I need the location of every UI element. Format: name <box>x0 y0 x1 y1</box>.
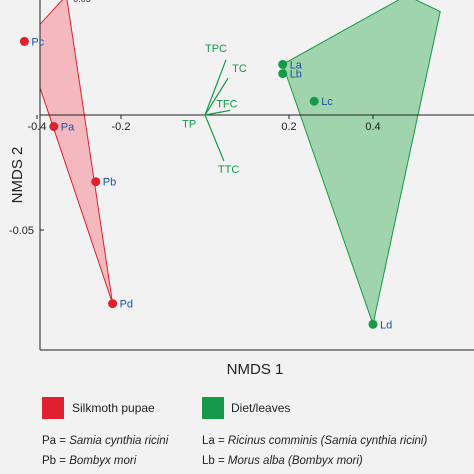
key-lb-code: Lb <box>202 455 215 467</box>
point-label-pb: Pb <box>103 177 116 189</box>
vector-label-tc: TC <box>232 63 247 75</box>
legend-label-pupae: Silkmoth pupae <box>72 401 155 415</box>
x-tick-label: -0.4 <box>28 121 47 133</box>
point-lc <box>309 96 319 106</box>
hull-layer <box>40 0 441 327</box>
point-pb <box>91 177 101 187</box>
point-label-ld: Ld <box>380 319 392 331</box>
key-pa-eq: = <box>56 435 70 447</box>
point-pa <box>49 122 59 131</box>
x-tick-label: 0.2 <box>281 121 296 133</box>
vector-layer: TPC TC TFC TTC TP <box>182 43 247 176</box>
key-lb-host: (Bombyx mori) <box>288 455 363 467</box>
y-tick-label: -0.05 <box>9 225 34 237</box>
x-axis-label: NMDS 1 <box>227 361 284 378</box>
vector-tc <box>204 77 229 116</box>
key-pb-code: Pb <box>42 455 57 467</box>
key-la-code: La <box>202 435 215 447</box>
y-axis-label: NMDS 2 <box>9 147 26 204</box>
key-pb: Pb = Bombyx mori <box>42 455 136 467</box>
key-pa-name: Samia cynthia ricini <box>69 435 169 447</box>
point-la <box>278 59 288 69</box>
vector-tfc <box>204 109 231 116</box>
key-pb-name: Bombyx mori <box>69 455 137 467</box>
key-lb-name: Morus alba <box>227 455 285 467</box>
vector-tpc <box>204 59 227 116</box>
point-label-lc: Lc <box>321 96 333 108</box>
legend-swatch-diet <box>202 397 224 419</box>
vector-label-tp: TP <box>182 118 196 130</box>
legend-label-diet: Diet/leaves <box>231 401 291 415</box>
point-ld <box>368 319 378 329</box>
key-la-host: (Samia cynthia ricini) <box>320 435 428 447</box>
point-label-lb: Lb <box>290 69 302 81</box>
key-la-eq: = <box>214 435 228 447</box>
key-la: La = Ricinus comminis (Samia cynthia ric… <box>202 435 427 447</box>
point-label-pc: Pc <box>31 36 44 48</box>
vector-label-ttc: TTC <box>218 164 239 176</box>
x-tick-label: -0.2 <box>112 121 131 133</box>
key-pa-code: Pa <box>42 435 57 447</box>
key-lb: Lb = Morus alba (Bombyx mori) <box>202 455 363 467</box>
x-tick-label: 0.4 <box>365 121 380 133</box>
point-pc <box>19 36 29 46</box>
vector-label-tpc: TPC <box>205 43 227 55</box>
key-la-name: Ricinus comminis <box>227 435 318 447</box>
hull-diet <box>282 0 441 327</box>
hull-pupae <box>40 0 114 304</box>
vector-label-tfc: TFC <box>216 98 237 110</box>
key-pb-eq: = <box>56 455 70 467</box>
point-pd <box>108 299 118 309</box>
point-label-la: La <box>290 59 303 71</box>
legend-swatch-pupae <box>42 397 64 419</box>
axes: -0.4 -0.2 0.2 0.4 -0.05 0.05 <box>9 0 474 351</box>
key-lb-eq: = <box>214 455 228 467</box>
key-pa: Pa = Samia cynthia ricini <box>42 435 168 447</box>
y-tick-label-top: 0.05 <box>73 0 91 4</box>
vector-ttc <box>204 114 225 162</box>
point-label-pa: Pa <box>61 122 75 134</box>
point-lb <box>278 69 288 79</box>
point-label-pd: Pd <box>120 299 133 311</box>
